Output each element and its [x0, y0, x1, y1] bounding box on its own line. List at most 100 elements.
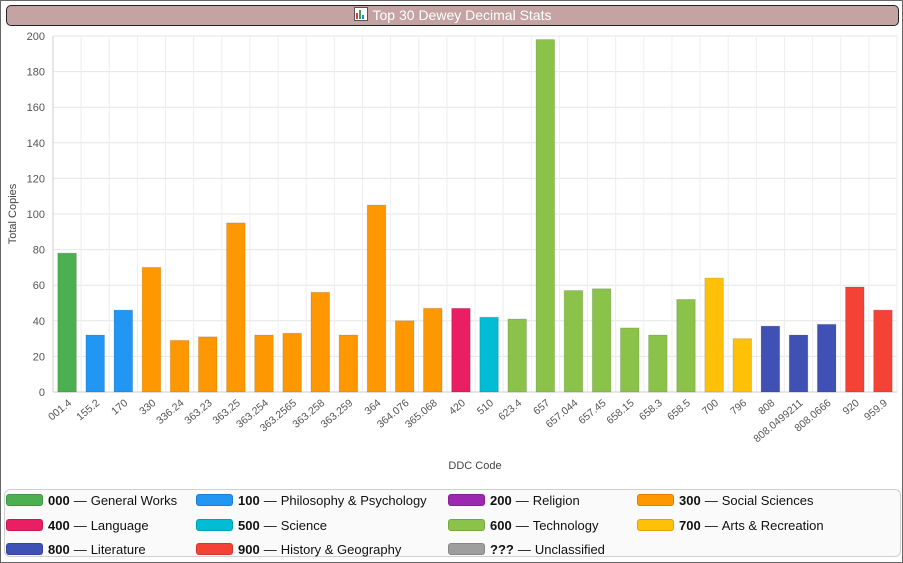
x-tick-label: 420	[447, 397, 468, 418]
legend-item-900: 900— History & Geography	[196, 539, 401, 559]
legend-label: Unclassified	[534, 541, 605, 557]
y-tick-label: 140	[27, 138, 45, 150]
x-tick-label: 920	[841, 397, 862, 418]
legend-code: 900	[238, 541, 260, 557]
legend-code: ???	[490, 541, 514, 557]
legend-swatch	[196, 519, 233, 531]
bar-chart: 0 20 40 60 80 100 120 140 160 180 200 001.4 155.2 170…	[7, 31, 898, 472]
bar-808.0666	[816, 323, 837, 393]
legend-separator: —	[515, 517, 529, 533]
x-tick-label: 510	[475, 397, 496, 418]
title-bar: Top 30 Dewey Decimal Stats	[6, 5, 899, 26]
x-tick-label: 364	[362, 397, 383, 418]
y-tick-label: 160	[27, 102, 45, 114]
legend-item-100: 100— Philosophy & Psychology	[196, 490, 427, 510]
bar-510	[479, 316, 499, 393]
legend-item-200: 200— Religion	[448, 490, 580, 510]
bar-155.2	[85, 334, 105, 393]
legend-code: 400	[48, 517, 70, 533]
y-tick-label: 80	[33, 245, 45, 257]
bar-420	[451, 307, 471, 393]
legend-label: Arts & Recreation	[721, 517, 824, 533]
legend-separator: —	[263, 517, 277, 533]
y-tick-label: 40	[33, 316, 45, 328]
legend-code: 200	[490, 492, 512, 508]
legend-swatch	[448, 494, 485, 506]
legend-code: 500	[238, 517, 260, 533]
legend-label: Language	[90, 517, 149, 533]
legend-code: 600	[490, 517, 512, 533]
legend-item-unclassified: ??? — Unclassified	[448, 539, 605, 559]
legend-label: History & Geography	[280, 541, 402, 557]
legend-separator: —	[263, 492, 277, 508]
x-tick-label: 796	[728, 397, 749, 418]
y-tick-label: 100	[27, 209, 45, 221]
legend-item-300: 300— Social Sciences	[637, 490, 813, 510]
bar-623.4	[507, 318, 527, 393]
bar-001.4	[57, 252, 77, 393]
legend-swatch	[196, 543, 233, 555]
x-axis-title: DDC Code	[448, 460, 501, 472]
legend-label: Religion	[532, 492, 580, 508]
legend-swatch	[448, 543, 485, 555]
y-axis-title: Total Copies	[7, 183, 19, 244]
y-tick-label: 0	[39, 387, 45, 399]
legend-label: Philosophy & Psychology	[280, 492, 427, 508]
x-tick-label: 336.24	[154, 397, 186, 427]
bar-363.258	[310, 291, 331, 393]
legend-label: Science	[280, 517, 327, 533]
y-tick-label: 200	[27, 31, 45, 43]
bar-170	[113, 309, 134, 393]
x-tick-label: 657	[531, 397, 552, 418]
bar-808	[760, 325, 781, 393]
legend-swatch	[6, 519, 43, 531]
x-tick-label: 658.3	[637, 397, 665, 423]
x-tick-label: 363.23	[182, 397, 214, 427]
bar-658.15	[619, 327, 640, 393]
x-tick-label: 700	[700, 397, 721, 418]
bar-920	[845, 286, 865, 393]
x-tick-label: 657.044	[544, 397, 581, 431]
legend-item-400: 400— Language	[6, 515, 149, 535]
x-tick-label: 363.259	[319, 397, 356, 431]
bar-796	[732, 338, 753, 393]
x-tick-label: 155.2	[74, 397, 102, 423]
legend-item-000: 000— General Works	[6, 490, 177, 510]
legend-label: General Works	[90, 492, 178, 508]
legend-code: 000	[48, 492, 70, 508]
bar-330	[141, 266, 162, 393]
legend-swatch	[6, 494, 43, 506]
y-tick-label: 60	[33, 280, 45, 292]
bar-808.0499211	[788, 334, 809, 393]
x-tick-label: 657.45	[576, 397, 608, 427]
bar-363.254	[254, 334, 274, 393]
legend-separator: —	[704, 492, 718, 508]
x-tick-label: 658.15	[604, 397, 636, 427]
bar-658.5	[676, 298, 696, 393]
x-tick-label: 001.4	[46, 397, 74, 423]
bar-657	[535, 39, 556, 393]
bar-657.45	[591, 288, 612, 393]
legend-separator: —	[704, 517, 718, 533]
legend-separator: —	[515, 492, 529, 508]
x-tick-label: 623.4	[496, 397, 524, 423]
legend-swatch	[196, 494, 233, 506]
x-tick-label: 959.9	[862, 397, 890, 423]
legend-item-700: 700— Arts & Recreation	[637, 515, 824, 535]
bar-959.9	[873, 309, 893, 393]
x-tick-label: 365.068	[403, 397, 440, 431]
legend-item-800: 800— Literature	[6, 539, 146, 559]
legend-label: Technology	[532, 517, 599, 533]
legend-code: 100	[238, 492, 260, 508]
bar-363.2565	[282, 332, 302, 393]
chart-area: 0 20 40 60 80 100 120 140 160 180 200 001.4 155.2 170…	[1, 27, 903, 477]
legend-code: 700	[679, 517, 701, 533]
x-tick-label: 170	[109, 397, 130, 418]
legend-swatch	[6, 543, 43, 555]
legend-code: 800	[48, 541, 70, 557]
x-tick-label: 330	[137, 397, 158, 418]
y-tick-label: 180	[27, 67, 45, 79]
legend-separator: —	[517, 541, 531, 557]
bar-364	[366, 204, 387, 393]
